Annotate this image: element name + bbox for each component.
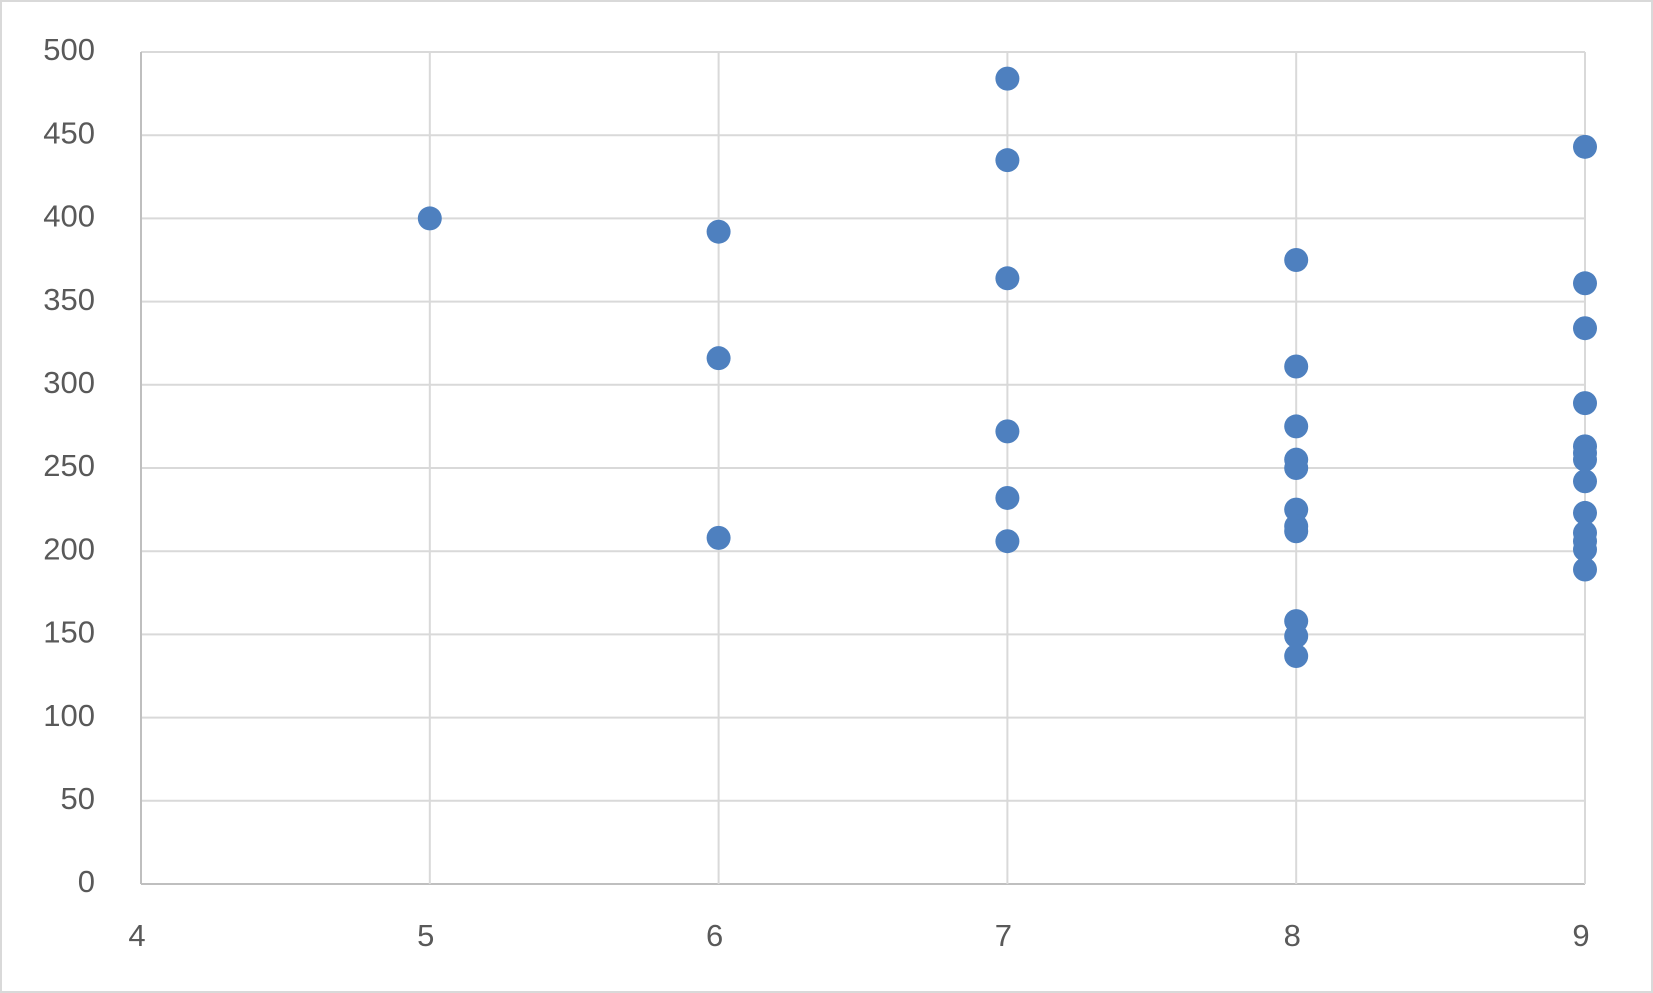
y-tick-label: 450 <box>43 115 95 150</box>
data-point <box>706 219 731 244</box>
data-point <box>417 206 442 231</box>
data-point <box>1284 354 1309 379</box>
y-tick-label: 0 <box>78 864 95 899</box>
data-point <box>995 66 1020 91</box>
y-tick-label: 500 <box>43 32 95 67</box>
data-point <box>1284 456 1309 480</box>
y-tick-label: 400 <box>43 199 95 234</box>
x-tick-label: 9 <box>1572 918 1589 953</box>
data-point <box>1284 248 1309 272</box>
data-point <box>1284 624 1309 649</box>
data-point <box>1284 519 1309 544</box>
y-tick-label: 300 <box>43 365 95 400</box>
data-point <box>1573 469 1597 494</box>
data-point <box>995 485 1020 510</box>
data-point <box>995 148 1020 173</box>
data-point <box>1573 134 1597 159</box>
y-tick-label: 50 <box>61 781 95 816</box>
data-point <box>706 346 731 371</box>
data-point <box>995 266 1020 291</box>
data-point <box>1573 316 1597 341</box>
x-tick-label: 5 <box>417 918 434 953</box>
x-tick-label: 4 <box>128 918 145 953</box>
data-point <box>1573 500 1597 525</box>
data-point <box>995 419 1020 444</box>
y-tick-label: 200 <box>43 531 95 566</box>
data-point <box>706 525 731 550</box>
y-tick-label: 350 <box>43 282 95 317</box>
data-point <box>1284 644 1309 669</box>
data-point <box>1284 497 1309 522</box>
x-tick-label: 8 <box>1284 918 1301 953</box>
data-point <box>1573 537 1597 562</box>
data-point <box>1573 391 1597 416</box>
data-point <box>1573 271 1597 296</box>
y-tick-label: 250 <box>43 448 95 483</box>
x-tick-label: 6 <box>706 918 723 953</box>
data-point <box>1573 557 1597 582</box>
data-point <box>1573 447 1597 472</box>
x-tick-label: 7 <box>995 918 1012 953</box>
y-tick-label: 100 <box>43 698 95 733</box>
data-point <box>1284 414 1309 439</box>
data-point <box>995 529 1020 554</box>
y-tick-label: 150 <box>43 615 95 650</box>
